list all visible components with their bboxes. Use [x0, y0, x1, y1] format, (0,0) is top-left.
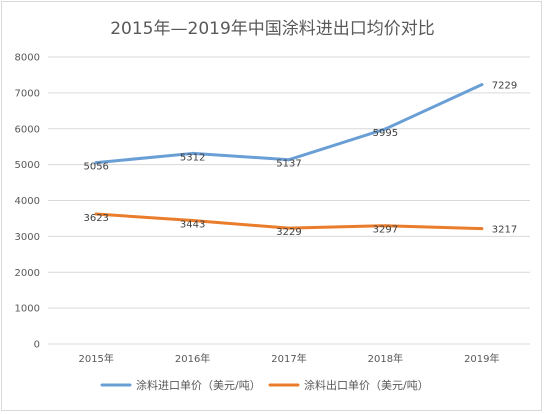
data-point — [94, 212, 98, 216]
y-tick-label: 1000 — [15, 304, 40, 315]
data-point — [191, 151, 195, 155]
data-point — [480, 227, 484, 231]
data-label: 5137 — [276, 159, 301, 170]
y-tick-label: 4000 — [15, 196, 40, 207]
data-point — [383, 127, 387, 131]
y-tick-label: 0 — [34, 340, 40, 351]
data-label: 5995 — [373, 128, 398, 139]
series-line — [94, 83, 484, 165]
y-tick-label: 7000 — [15, 88, 40, 99]
data-label: 3229 — [276, 227, 301, 238]
data-point — [480, 83, 484, 87]
y-tick-label: 3000 — [15, 232, 40, 243]
legend-label: 涂料进口单价（美元/吨） — [136, 378, 261, 392]
data-label: 5312 — [180, 152, 205, 163]
data-point — [191, 218, 195, 222]
data-point — [287, 158, 291, 162]
data-label: 5056 — [83, 162, 108, 173]
data-label: 3623 — [83, 213, 108, 224]
data-label: 3443 — [180, 219, 205, 230]
x-tick-label: 2016年 — [175, 352, 210, 365]
data-label: 7229 — [492, 81, 517, 92]
data-label: 3297 — [373, 225, 398, 236]
x-tick-label: 2015年 — [78, 352, 113, 365]
x-tick-label: 2018年 — [368, 352, 403, 365]
x-tick-label: 2017年 — [271, 352, 306, 365]
data-point — [383, 224, 387, 228]
legend-label: 涂料出口单价（美元/吨） — [304, 378, 429, 392]
y-tick-label: 8000 — [15, 53, 40, 64]
data-point — [94, 161, 98, 165]
y-tick-label: 2000 — [15, 268, 40, 279]
y-tick-label: 5000 — [15, 160, 40, 171]
data-point — [287, 226, 291, 230]
y-tick-label: 6000 — [15, 124, 40, 135]
data-label: 3217 — [492, 225, 517, 236]
chart-title: 2015年—2019年中国涂料进出口均价对比 — [110, 19, 435, 39]
x-tick-label: 2019年 — [464, 352, 499, 365]
